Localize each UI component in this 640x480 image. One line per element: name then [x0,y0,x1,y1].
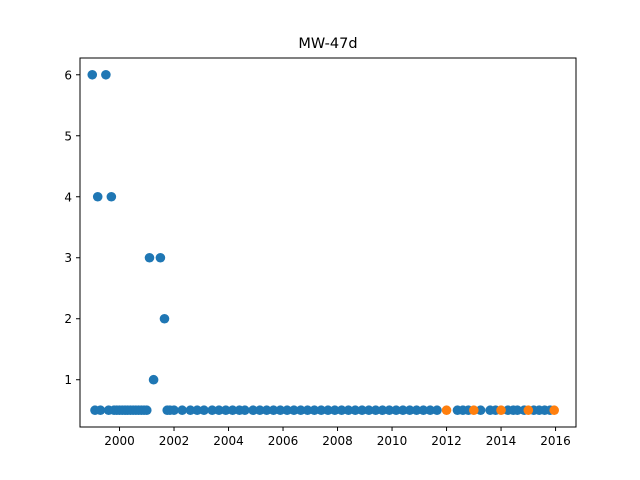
y-tick-label: 6 [64,68,72,82]
y-tick-label: 4 [64,190,72,204]
data-point [295,405,306,416]
data-point [309,405,320,416]
data-point [199,405,209,416]
data-point [221,405,231,416]
data-point [185,405,196,416]
x-tick-label: 2004 [213,434,244,448]
y-tick-label: 3 [64,251,72,265]
data-point [364,405,374,416]
data-point [268,405,279,416]
chart-title: MW-47d [298,36,357,52]
plot-frame [79,57,577,428]
data-point [87,69,98,80]
data-point [370,405,381,416]
data-point [357,405,367,416]
data-point [192,405,202,416]
data-point [404,405,415,416]
data-point [475,405,486,416]
x-tick-label: 2000 [104,434,135,448]
x-tick-label: 2002 [159,434,190,448]
data-point [101,69,111,80]
data-point [169,405,179,416]
data-point [441,405,452,416]
data-point [207,405,217,416]
data-point [323,405,333,416]
data-point [214,405,224,416]
data-point [144,252,155,263]
data-point [330,405,340,416]
points-layer [87,69,559,416]
x-tick-label: 2008 [322,434,353,448]
data-point [227,405,238,416]
data-point [302,405,313,416]
data-point [523,405,534,416]
data-point [177,405,187,416]
data-point [282,405,292,416]
x-tick-label: 2010 [377,434,408,448]
data-point [261,405,272,416]
data-point [255,405,265,416]
data-point [159,313,170,324]
y-tick-label: 2 [64,312,72,326]
data-point [95,405,106,416]
data-point [106,191,117,202]
x-tick-label: 2016 [540,434,571,448]
data-point [512,405,523,416]
data-point [336,405,347,416]
y-tick-label: 1 [64,373,72,387]
data-point [398,405,408,416]
data-point [141,405,152,416]
data-point [411,405,422,416]
data-point [343,405,354,416]
data-point [240,405,250,416]
data-point [350,405,361,416]
x-tick-label: 2012 [431,434,462,448]
data-point [377,405,388,416]
data-point [549,405,559,416]
data-point [496,405,506,416]
data-point [289,405,299,416]
y-tick-label: 5 [64,129,72,143]
data-point [391,405,401,416]
data-point [418,405,429,416]
data-point [425,405,435,416]
x-tick-label: 2014 [486,434,517,448]
data-point [432,405,442,416]
data-point [92,191,103,202]
data-point [155,252,166,263]
data-point [148,374,159,385]
data-point [275,405,286,416]
axes-layer: 2000 2002 2004 2006 2008 2010 2012 2014 2016 1 2 3 4… [64,68,570,448]
x-tick-label: 2006 [268,434,299,448]
data-point [469,405,479,416]
data-point [316,405,326,416]
data-point [248,405,258,416]
data-point [384,405,395,416]
